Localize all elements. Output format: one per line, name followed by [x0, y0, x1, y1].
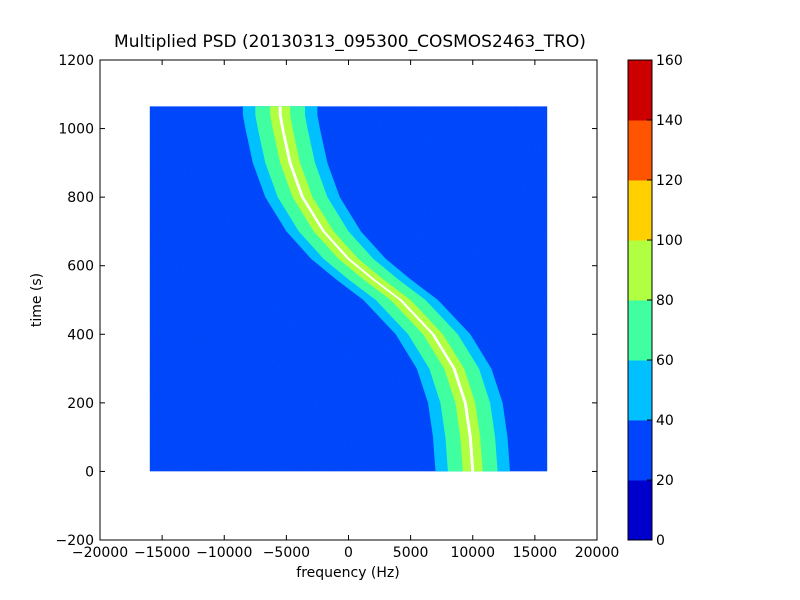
chart-title: Multiplied PSD (20130313_095300_COSMOS24… — [114, 32, 586, 52]
x-tick-label: −10000 — [196, 545, 252, 561]
y-tick-label: 200 — [67, 396, 94, 412]
x-tick-label: 5000 — [393, 545, 429, 561]
y-tick-label: 0 — [85, 464, 94, 480]
colorbar-tick-label: 120 — [656, 173, 683, 189]
colorbar-tick-label: 20 — [656, 473, 674, 489]
colorbar-tick-label: 40 — [656, 413, 674, 429]
x-tick-label: 0 — [344, 545, 353, 561]
colorbar-tick-label: 140 — [656, 113, 683, 129]
colorbar-segment — [628, 300, 652, 361]
colorbar-segment — [628, 120, 652, 181]
y-axis: −200 0 200 400 600 800 1000 1200 — [56, 53, 597, 549]
plot-area — [149, 106, 548, 472]
x-tick-label: −15000 — [134, 545, 190, 561]
y-tick-label: −200 — [56, 533, 94, 549]
doppler-band-2 — [270, 106, 483, 472]
colorbar-segment — [628, 360, 652, 421]
x-axis-label: frequency (Hz) — [296, 565, 399, 581]
x-axis: −20000 −15000 −10000 −5000 0 5000 10000 15000 20… — [72, 60, 619, 561]
x-tick-label: −20000 — [72, 545, 128, 561]
colorbar-tick-label: 80 — [656, 293, 674, 309]
x-tick-label: 10000 — [450, 545, 495, 561]
colorbar: 0 20 40 60 80 100 120 140 160 — [627, 53, 683, 549]
colorbar-tick-label: 0 — [656, 533, 665, 549]
colorbar-tick-label: 160 — [656, 53, 683, 69]
colorbar-segment — [628, 60, 652, 121]
colorbar-segment — [628, 480, 652, 541]
colorbar-tick-label: 100 — [656, 233, 683, 249]
y-tick-label: 800 — [67, 190, 94, 206]
x-tick-label: 20000 — [575, 545, 620, 561]
y-axis-label: time (s) — [29, 273, 45, 327]
colorbar-segment — [628, 420, 652, 481]
x-tick-label: 15000 — [513, 545, 558, 561]
y-tick-label: 1000 — [58, 122, 94, 138]
colorbar-segment — [628, 240, 652, 301]
y-tick-label: 1200 — [58, 53, 94, 69]
y-tick-label: 600 — [67, 259, 94, 275]
colorbar-tick-label: 60 — [656, 353, 674, 369]
x-tick-label: −5000 — [263, 545, 310, 561]
y-tick-label: 400 — [67, 327, 94, 343]
colorbar-segment — [628, 180, 652, 241]
